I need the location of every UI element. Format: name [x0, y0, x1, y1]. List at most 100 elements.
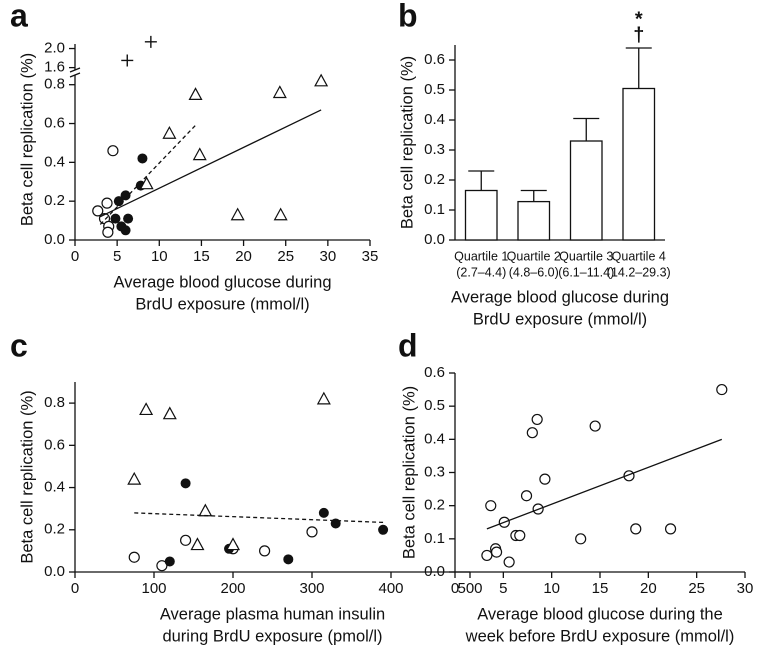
fit-line: [99, 123, 198, 225]
point: [139, 176, 154, 190]
point: [128, 551, 140, 563]
fit-line: [134, 512, 384, 524]
y-tick-label: 0.6: [44, 114, 65, 131]
y-tick-label: 0.0: [424, 563, 445, 580]
x-axis-title: Average blood glucose during the: [477, 605, 723, 623]
point: [283, 554, 294, 565]
point: [531, 413, 543, 426]
category-range: (6.1–11.4): [558, 265, 614, 279]
y-axis-title: Beta cell replication (%): [18, 390, 36, 563]
point: [102, 226, 114, 238]
x-axis-title: Average blood glucose during: [451, 288, 669, 306]
point: [188, 87, 203, 101]
fit-line: [486, 438, 723, 530]
y-axis-title: Beta cell replication (%): [398, 56, 416, 229]
axis-break: [69, 67, 81, 73]
x-tick-label: 25: [277, 248, 294, 265]
x-tick-label: 15: [592, 580, 609, 597]
x-tick-label: 400: [378, 580, 403, 597]
x-axis-title: during BrdU exposure (pmol/l): [162, 627, 382, 645]
bar: [464, 189, 498, 241]
point: [120, 190, 131, 201]
y-tick-label: 0.2: [44, 192, 65, 209]
category-range: (14.2–29.3): [607, 265, 671, 279]
x-tick-label: 300: [299, 580, 324, 597]
x-tick-label: 15: [193, 248, 210, 265]
point: [230, 207, 245, 221]
point: [318, 507, 329, 518]
x-tick-label: 0: [451, 580, 459, 597]
point: [272, 85, 287, 99]
x-tick-label: 30: [320, 248, 337, 265]
x-tick-label: 20: [640, 580, 657, 597]
bar: [569, 140, 603, 241]
y-tick-label: 0.0: [44, 563, 65, 580]
point: [101, 197, 113, 209]
point: [190, 537, 205, 551]
point: [225, 537, 241, 551]
y-tick-label: 1.6: [44, 59, 65, 76]
panel-letter: c: [10, 327, 28, 363]
point: [113, 196, 124, 207]
panel-letter: a: [10, 0, 28, 33]
point: [526, 427, 538, 439]
point: [520, 490, 533, 502]
x-tick-label: 25: [688, 580, 705, 597]
y-tick-label: 0.5: [424, 397, 445, 414]
y-tick-label: 0.0: [424, 231, 445, 248]
y-tick-label: 0.2: [424, 171, 445, 188]
panel-letter: b: [398, 0, 418, 33]
y-tick-label: 0.1: [424, 530, 445, 547]
x-tick-label: 5: [113, 248, 121, 265]
y-tick-label: 0.1: [424, 201, 445, 218]
x-axis-title: week before BrdU exposure (mmol/l): [465, 627, 735, 645]
point: [514, 529, 526, 542]
point: [630, 523, 642, 535]
y-tick-label: 0.4: [424, 430, 445, 447]
y-axis-title: Beta cell replication (%): [18, 53, 36, 226]
point: [123, 213, 134, 224]
point: [180, 478, 191, 489]
x-tick-label: 0: [71, 248, 79, 265]
point: [156, 560, 168, 572]
point: [314, 73, 329, 87]
point: [485, 500, 497, 512]
x-tick-label: 5: [499, 580, 507, 597]
y-tick-label: 0.2: [44, 521, 65, 538]
point: [121, 54, 134, 67]
point: [481, 549, 493, 562]
point: [120, 225, 131, 236]
point: [273, 207, 288, 221]
point: [490, 546, 503, 558]
point: [198, 503, 213, 517]
x-tick-label: 200: [220, 580, 245, 597]
point: [180, 534, 192, 546]
significance-mark: *: [635, 8, 643, 30]
point: [162, 125, 177, 139]
fit-line: [100, 109, 322, 218]
point: [144, 35, 157, 48]
y-tick-label: 0.5: [424, 81, 445, 98]
point: [107, 145, 119, 157]
point: [192, 147, 207, 161]
y-tick-label: 0.0: [44, 231, 65, 248]
x-tick-label: 30: [737, 580, 754, 597]
x-tick-label: 20: [235, 248, 252, 265]
x-tick-label: 0: [71, 580, 79, 597]
category-label: Quartile 4: [612, 249, 666, 263]
point: [539, 473, 551, 485]
significance-mark: †: [633, 24, 644, 46]
x-axis-title: BrdU exposure (mmol/l): [135, 295, 309, 313]
category-label: Quartile 2: [507, 249, 561, 263]
x-tick-label: 10: [151, 248, 168, 265]
x-tick-label: 100: [141, 580, 166, 597]
panel-letter: d: [398, 327, 418, 363]
point: [306, 526, 318, 538]
y-tick-label: 0.8: [44, 394, 65, 411]
y-tick-label: 0.4: [44, 153, 65, 170]
category-range: (4.8–6.0): [509, 265, 559, 279]
point: [127, 471, 142, 485]
y-tick-label: 0.8: [44, 76, 65, 93]
y-tick-label: 0.4: [424, 111, 445, 128]
